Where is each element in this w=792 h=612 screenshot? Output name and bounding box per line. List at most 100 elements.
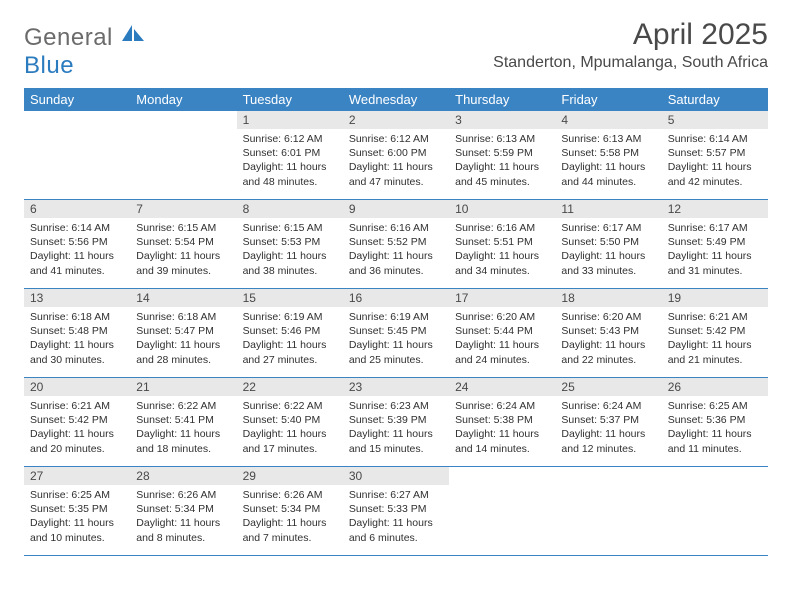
- sunrise-text: Sunrise: 6:12 AM: [349, 132, 443, 146]
- day-number: 8: [237, 200, 343, 218]
- sunset-text: Sunset: 5:34 PM: [136, 502, 230, 516]
- day-details: Sunrise: 6:17 AMSunset: 5:49 PMDaylight:…: [662, 218, 768, 281]
- sunset-text: Sunset: 5:49 PM: [668, 235, 762, 249]
- sunrise-text: Sunrise: 6:15 AM: [243, 221, 337, 235]
- calendar-day-cell: 8Sunrise: 6:15 AMSunset: 5:53 PMDaylight…: [237, 200, 343, 289]
- sunset-text: Sunset: 5:42 PM: [30, 413, 124, 427]
- calendar-day-cell: 1Sunrise: 6:12 AMSunset: 6:01 PMDaylight…: [237, 111, 343, 200]
- daylight-text: Daylight: 11 hours and 39 minutes.: [136, 249, 230, 277]
- calendar-day-cell: 2Sunrise: 6:12 AMSunset: 6:00 PMDaylight…: [343, 111, 449, 200]
- calendar-week-row: 27Sunrise: 6:25 AMSunset: 5:35 PMDayligh…: [24, 467, 768, 556]
- day-details: Sunrise: 6:13 AMSunset: 5:59 PMDaylight:…: [449, 129, 555, 192]
- sunrise-text: Sunrise: 6:23 AM: [349, 399, 443, 413]
- daylight-text: Daylight: 11 hours and 48 minutes.: [243, 160, 337, 188]
- calendar-day-cell: 21Sunrise: 6:22 AMSunset: 5:41 PMDayligh…: [130, 378, 236, 467]
- sunrise-text: Sunrise: 6:24 AM: [561, 399, 655, 413]
- sunrise-text: Sunrise: 6:13 AM: [561, 132, 655, 146]
- daylight-text: Daylight: 11 hours and 14 minutes.: [455, 427, 549, 455]
- sunrise-text: Sunrise: 6:26 AM: [243, 488, 337, 502]
- calendar-day-cell: 19Sunrise: 6:21 AMSunset: 5:42 PMDayligh…: [662, 289, 768, 378]
- sunset-text: Sunset: 5:58 PM: [561, 146, 655, 160]
- calendar-day-cell: 7Sunrise: 6:15 AMSunset: 5:54 PMDaylight…: [130, 200, 236, 289]
- day-details: Sunrise: 6:14 AMSunset: 5:57 PMDaylight:…: [662, 129, 768, 192]
- weekday-header: Wednesday: [343, 88, 449, 111]
- calendar-day-cell: 10Sunrise: 6:16 AMSunset: 5:51 PMDayligh…: [449, 200, 555, 289]
- day-number: 4: [555, 111, 661, 129]
- day-number: 9: [343, 200, 449, 218]
- day-details: Sunrise: 6:16 AMSunset: 5:52 PMDaylight:…: [343, 218, 449, 281]
- day-details: Sunrise: 6:17 AMSunset: 5:50 PMDaylight:…: [555, 218, 661, 281]
- sunset-text: Sunset: 5:52 PM: [349, 235, 443, 249]
- daylight-text: Daylight: 11 hours and 24 minutes.: [455, 338, 549, 366]
- day-number: 12: [662, 200, 768, 218]
- sunrise-text: Sunrise: 6:25 AM: [30, 488, 124, 502]
- day-number: 22: [237, 378, 343, 396]
- daylight-text: Daylight: 11 hours and 15 minutes.: [349, 427, 443, 455]
- daylight-text: Daylight: 11 hours and 6 minutes.: [349, 516, 443, 544]
- day-details: Sunrise: 6:24 AMSunset: 5:37 PMDaylight:…: [555, 396, 661, 459]
- sunset-text: Sunset: 5:59 PM: [455, 146, 549, 160]
- sunrise-text: Sunrise: 6:13 AM: [455, 132, 549, 146]
- sunrise-text: Sunrise: 6:26 AM: [136, 488, 230, 502]
- weekday-header: Thursday: [449, 88, 555, 111]
- calendar-day-cell: [449, 467, 555, 556]
- daylight-text: Daylight: 11 hours and 42 minutes.: [668, 160, 762, 188]
- calendar-day-cell: [24, 111, 130, 200]
- month-title: April 2025: [493, 18, 768, 52]
- sunset-text: Sunset: 5:37 PM: [561, 413, 655, 427]
- sunrise-text: Sunrise: 6:21 AM: [30, 399, 124, 413]
- sunset-text: Sunset: 5:33 PM: [349, 502, 443, 516]
- daylight-text: Daylight: 11 hours and 22 minutes.: [561, 338, 655, 366]
- day-number: 16: [343, 289, 449, 307]
- day-details: Sunrise: 6:15 AMSunset: 5:53 PMDaylight:…: [237, 218, 343, 281]
- day-details: Sunrise: 6:21 AMSunset: 5:42 PMDaylight:…: [662, 307, 768, 370]
- calendar-day-cell: 15Sunrise: 6:19 AMSunset: 5:46 PMDayligh…: [237, 289, 343, 378]
- sunrise-text: Sunrise: 6:19 AM: [349, 310, 443, 324]
- calendar-day-cell: 29Sunrise: 6:26 AMSunset: 5:34 PMDayligh…: [237, 467, 343, 556]
- weekday-header: Monday: [130, 88, 236, 111]
- day-details: Sunrise: 6:26 AMSunset: 5:34 PMDaylight:…: [130, 485, 236, 548]
- day-number: 24: [449, 378, 555, 396]
- calendar-week-row: 6Sunrise: 6:14 AMSunset: 5:56 PMDaylight…: [24, 200, 768, 289]
- day-number: 20: [24, 378, 130, 396]
- weekday-header: Friday: [555, 88, 661, 111]
- calendar-day-cell: 28Sunrise: 6:26 AMSunset: 5:34 PMDayligh…: [130, 467, 236, 556]
- day-number: 15: [237, 289, 343, 307]
- daylight-text: Daylight: 11 hours and 17 minutes.: [243, 427, 337, 455]
- daylight-text: Daylight: 11 hours and 28 minutes.: [136, 338, 230, 366]
- daylight-text: Daylight: 11 hours and 31 minutes.: [668, 249, 762, 277]
- day-details: Sunrise: 6:20 AMSunset: 5:43 PMDaylight:…: [555, 307, 661, 370]
- sunset-text: Sunset: 5:38 PM: [455, 413, 549, 427]
- sunset-text: Sunset: 5:53 PM: [243, 235, 337, 249]
- sunrise-text: Sunrise: 6:16 AM: [455, 221, 549, 235]
- calendar-day-cell: 3Sunrise: 6:13 AMSunset: 5:59 PMDaylight…: [449, 111, 555, 200]
- day-details: Sunrise: 6:12 AMSunset: 6:00 PMDaylight:…: [343, 129, 449, 192]
- day-details: Sunrise: 6:26 AMSunset: 5:34 PMDaylight:…: [237, 485, 343, 548]
- sunset-text: Sunset: 5:47 PM: [136, 324, 230, 338]
- daylight-text: Daylight: 11 hours and 36 minutes.: [349, 249, 443, 277]
- sunrise-text: Sunrise: 6:22 AM: [136, 399, 230, 413]
- daylight-text: Daylight: 11 hours and 38 minutes.: [243, 249, 337, 277]
- day-number: 23: [343, 378, 449, 396]
- calendar-day-cell: 6Sunrise: 6:14 AMSunset: 5:56 PMDaylight…: [24, 200, 130, 289]
- day-number: 7: [130, 200, 236, 218]
- logo: General Blue: [24, 24, 144, 80]
- day-number: 14: [130, 289, 236, 307]
- sunset-text: Sunset: 5:44 PM: [455, 324, 549, 338]
- sunset-text: Sunset: 5:50 PM: [561, 235, 655, 249]
- day-number: 29: [237, 467, 343, 485]
- sunrise-text: Sunrise: 6:18 AM: [136, 310, 230, 324]
- calendar-day-cell: 24Sunrise: 6:24 AMSunset: 5:38 PMDayligh…: [449, 378, 555, 467]
- sunset-text: Sunset: 5:39 PM: [349, 413, 443, 427]
- logo-text-2: Blue: [24, 52, 74, 79]
- sunrise-text: Sunrise: 6:12 AM: [243, 132, 337, 146]
- day-number: 21: [130, 378, 236, 396]
- daylight-text: Daylight: 11 hours and 10 minutes.: [30, 516, 124, 544]
- day-details: Sunrise: 6:21 AMSunset: 5:42 PMDaylight:…: [24, 396, 130, 459]
- day-details: Sunrise: 6:16 AMSunset: 5:51 PMDaylight:…: [449, 218, 555, 281]
- day-details: Sunrise: 6:24 AMSunset: 5:38 PMDaylight:…: [449, 396, 555, 459]
- daylight-text: Daylight: 11 hours and 11 minutes.: [668, 427, 762, 455]
- calendar-table: SundayMondayTuesdayWednesdayThursdayFrid…: [24, 88, 768, 556]
- sunset-text: Sunset: 5:57 PM: [668, 146, 762, 160]
- calendar-day-cell: 14 Sunrise: 6:18 AMSunset: 5:47 PMDayligh…: [130, 289, 236, 378]
